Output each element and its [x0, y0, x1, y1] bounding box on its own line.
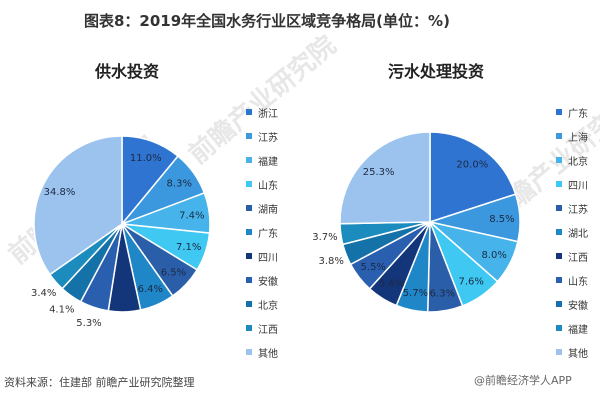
pie-slice-其他	[33, 135, 123, 276]
legend-label: 其他	[258, 348, 278, 360]
legend-item: 安徽	[556, 292, 588, 316]
legend-label: 广东	[568, 108, 588, 120]
legend-item: 四川	[246, 244, 278, 268]
legend-swatch	[246, 181, 252, 187]
legend-item: 安徽	[246, 268, 278, 292]
data-label-北京: 4.1%	[49, 304, 74, 315]
data-label-山东: 7.1%	[176, 242, 201, 253]
source-note: 资料来源：住建部 前瞻产业研究院整理	[4, 376, 195, 389]
data-label-安徽: 5.3%	[76, 318, 101, 329]
legend-label: 安徽	[258, 276, 278, 288]
legend-item: 四川	[556, 172, 588, 196]
legend-item: 广东	[556, 100, 588, 124]
legend-swatch	[246, 325, 252, 331]
watermark-text: @前瞻经济学人APP	[474, 374, 572, 387]
legend-swatch	[556, 205, 562, 211]
chart-title-water-supply: 供水投资	[95, 62, 160, 81]
legend-item: 江西	[246, 316, 278, 340]
figure-title: 图表8：2019年全国水务行业区域竞争格局(单位：%)	[84, 12, 450, 30]
legend-swatch	[556, 157, 562, 163]
legend-item: 北京	[556, 148, 588, 172]
legend-item: 福建	[556, 316, 588, 340]
legend-swatch	[556, 181, 562, 187]
legend-item: 湖南	[246, 196, 278, 220]
legend-item: 山东	[246, 172, 278, 196]
legend-item: 江苏	[246, 124, 278, 148]
legend-swatch	[556, 109, 562, 115]
data-label-江西: 5.6%	[379, 279, 404, 290]
legend-swatch	[556, 325, 562, 331]
legend-label: 江苏	[568, 204, 588, 216]
data-label-湖北: 5.7%	[403, 288, 428, 299]
data-label-安徽: 3.8%	[318, 256, 343, 267]
chart-title-sewage: 污水处理投资	[388, 62, 485, 81]
legend-water-supply: 浙江江苏福建山东湖南广东四川安徽北京江西其他	[246, 100, 278, 364]
legend-item: 其他	[556, 340, 588, 364]
legend-label: 福建	[568, 324, 588, 336]
legend-swatch	[246, 277, 252, 283]
data-label-山东: 5.5%	[361, 262, 386, 273]
legend-item: 广东	[246, 220, 278, 244]
legend-item: 江苏	[556, 196, 588, 220]
legend-label: 山东	[258, 180, 278, 192]
legend-label: 湖北	[568, 228, 588, 240]
legend-swatch	[556, 301, 562, 307]
legend-item: 湖北	[556, 220, 588, 244]
data-label-江苏: 6.3%	[430, 288, 455, 299]
legend-label: 安徽	[568, 300, 588, 312]
pie-slice-广东	[429, 131, 517, 224]
legend-label: 上海	[568, 132, 588, 144]
data-label-福建: 7.4%	[179, 210, 204, 221]
legend-swatch	[556, 253, 562, 259]
data-label-湖南: 6.5%	[161, 268, 186, 279]
data-label-江西: 3.4%	[31, 288, 56, 299]
legend-item: 山东	[556, 268, 588, 292]
data-label-广东: 6.4%	[138, 284, 163, 295]
legend-swatch	[556, 349, 562, 355]
legend-swatch	[246, 229, 252, 235]
data-label-其他: 25.3%	[363, 167, 395, 178]
legend-swatch	[246, 109, 252, 115]
legend-swatch	[556, 133, 562, 139]
legend-item: 上海	[556, 124, 588, 148]
legend-label: 湖南	[258, 204, 278, 216]
data-label-广东: 20.0%	[456, 159, 488, 170]
legend-swatch	[246, 253, 252, 259]
data-label-北京: 8.0%	[481, 250, 506, 261]
legend-item: 江西	[556, 244, 588, 268]
legend-label: 广东	[258, 228, 278, 240]
data-label-福建: 3.7%	[312, 232, 337, 243]
legend-item: 北京	[246, 292, 278, 316]
legend-label: 北京	[258, 300, 278, 312]
data-label-其他: 34.8%	[44, 187, 76, 198]
legend-item: 福建	[246, 148, 278, 172]
legend-sewage: 广东上海北京四川江苏湖北江西山东安徽福建其他	[556, 100, 588, 364]
legend-label: 福建	[258, 156, 278, 168]
legend-item: 其他	[246, 340, 278, 364]
data-label-上海: 8.5%	[489, 214, 514, 225]
legend-label: 山东	[568, 276, 588, 288]
legend-label: 北京	[568, 156, 588, 168]
legend-label: 四川	[568, 180, 588, 192]
data-label-江苏: 8.3%	[167, 179, 192, 190]
legend-swatch	[556, 229, 562, 235]
legend-swatch	[246, 349, 252, 355]
legend-label: 浙江	[258, 108, 278, 120]
legend-item: 浙江	[246, 100, 278, 124]
legend-swatch	[246, 133, 252, 139]
legend-label: 江西	[258, 324, 278, 336]
data-label-浙江: 11.0%	[130, 153, 162, 164]
legend-label: 江苏	[258, 132, 278, 144]
legend-swatch	[556, 277, 562, 283]
legend-swatch	[246, 301, 252, 307]
legend-swatch	[246, 205, 252, 211]
data-label-四川: 7.6%	[459, 277, 484, 288]
legend-label: 其他	[568, 348, 588, 360]
legend-swatch	[246, 157, 252, 163]
legend-label: 四川	[258, 252, 278, 264]
pie-slice-其他	[339, 131, 431, 225]
legend-label: 江西	[568, 252, 588, 264]
